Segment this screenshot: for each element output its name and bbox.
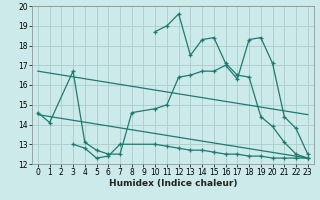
X-axis label: Humidex (Indice chaleur): Humidex (Indice chaleur) <box>108 179 237 188</box>
